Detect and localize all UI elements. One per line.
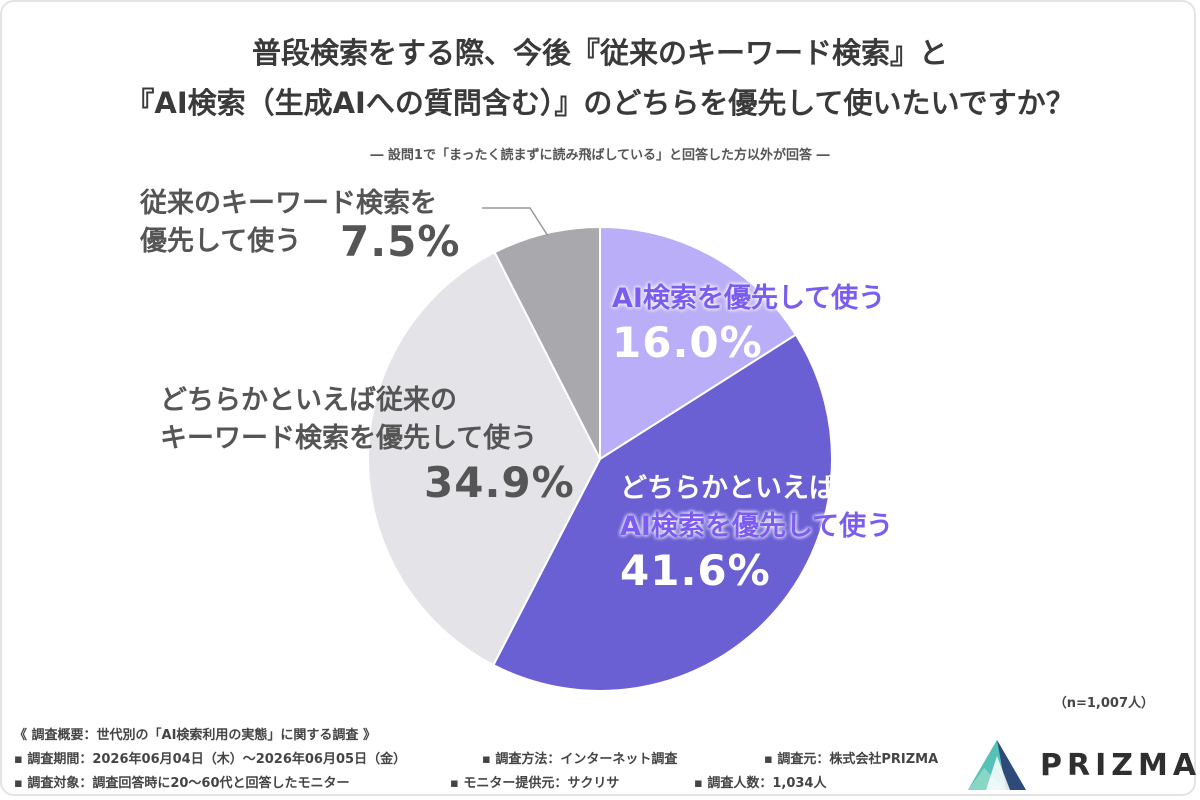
survey-method: ▪ 調査方法：インターネット調査 — [482, 752, 678, 767]
slice-label-rather-trad-text-1: どちらかといえば従来の — [160, 385, 457, 416]
slice-label-rather-ai-value: 41.6% — [620, 546, 771, 595]
slice-label-rather-ai-text-2: AI検索を優先して使う — [620, 511, 894, 542]
chart-subtitle: ― 設問1で「まったく読まずに読み飛ばしている」と回答した方以外が回答 ― — [370, 148, 830, 163]
survey-organizer: ▪ 調査元：株式会社PRIZMA — [764, 752, 939, 767]
chart-title-line2: 『AI検索（生成AIへの質問含む）』のどちらを優先して使いたいですか？ — [125, 86, 1075, 120]
slice-label-trad-text-2: 優先して使う — [140, 226, 302, 257]
prizma-logo-icon — [968, 740, 1026, 790]
pie-slice-ai — [599, 225, 798, 461]
slice-label-rather-trad-text-2: キーワード検索を優先して使う — [160, 423, 538, 454]
slice-label-trad-value: 7.5% — [340, 217, 461, 266]
survey-period: ▪ 調査期間：2026年06月04日（木）〜2026年06月05日（金） — [14, 752, 407, 767]
monitor-provider: ▪ モニター提供元：サクリサ — [450, 776, 620, 791]
slice-label-ai-value: 16.0% — [612, 318, 763, 367]
prizma-logo-text: PRIZMA — [1040, 748, 1200, 783]
survey-count: ▪ 調査人数：1,034人 — [694, 776, 827, 791]
slice-label-rather-ai: どちらかといえば AI検索を優先して使う 41.6% — [620, 470, 893, 596]
slice-label-rather-trad-value: 34.9% — [424, 458, 575, 507]
slice-label-trad-text-1: 従来のキーワード検索を — [140, 188, 437, 219]
slice-label-rather-ai-text-1: どちらかといえば — [620, 473, 836, 504]
slice-label-trad: 従来のキーワード検索を 優先して使う 7.5% — [140, 185, 460, 267]
survey-target: ▪ 調査対象：調査回答時に20〜60代と回答したモニター — [14, 776, 350, 791]
pie-slice-rather-ai — [492, 333, 833, 692]
survey-overview: 《 調査概要：世代別の「AI検索利用の実態」に関する調査 》 ▪ 調査期間：20… — [14, 724, 938, 796]
slice-label-ai-text: AI検索を優先して使う — [612, 283, 886, 314]
slice-label-rather-trad: どちらかといえば従来の キーワード検索を優先して使う 34.9% — [160, 382, 575, 508]
prizma-logo: PRIZMA — [966, 738, 1196, 792]
sample-size: （n=1,007人） — [1053, 696, 1154, 711]
overview-title: 《 調査概要：世代別の「AI検索利用の実態」に関する調査 》 — [14, 728, 376, 743]
pie-slice-rather-trad — [367, 250, 602, 667]
slice-label-ai: AI検索を優先して使う 16.0% — [612, 280, 885, 368]
chart-title-line1: 普段検索をする際、今後『従来のキーワード検索』と — [251, 36, 948, 70]
leader-line-trad — [482, 207, 549, 237]
